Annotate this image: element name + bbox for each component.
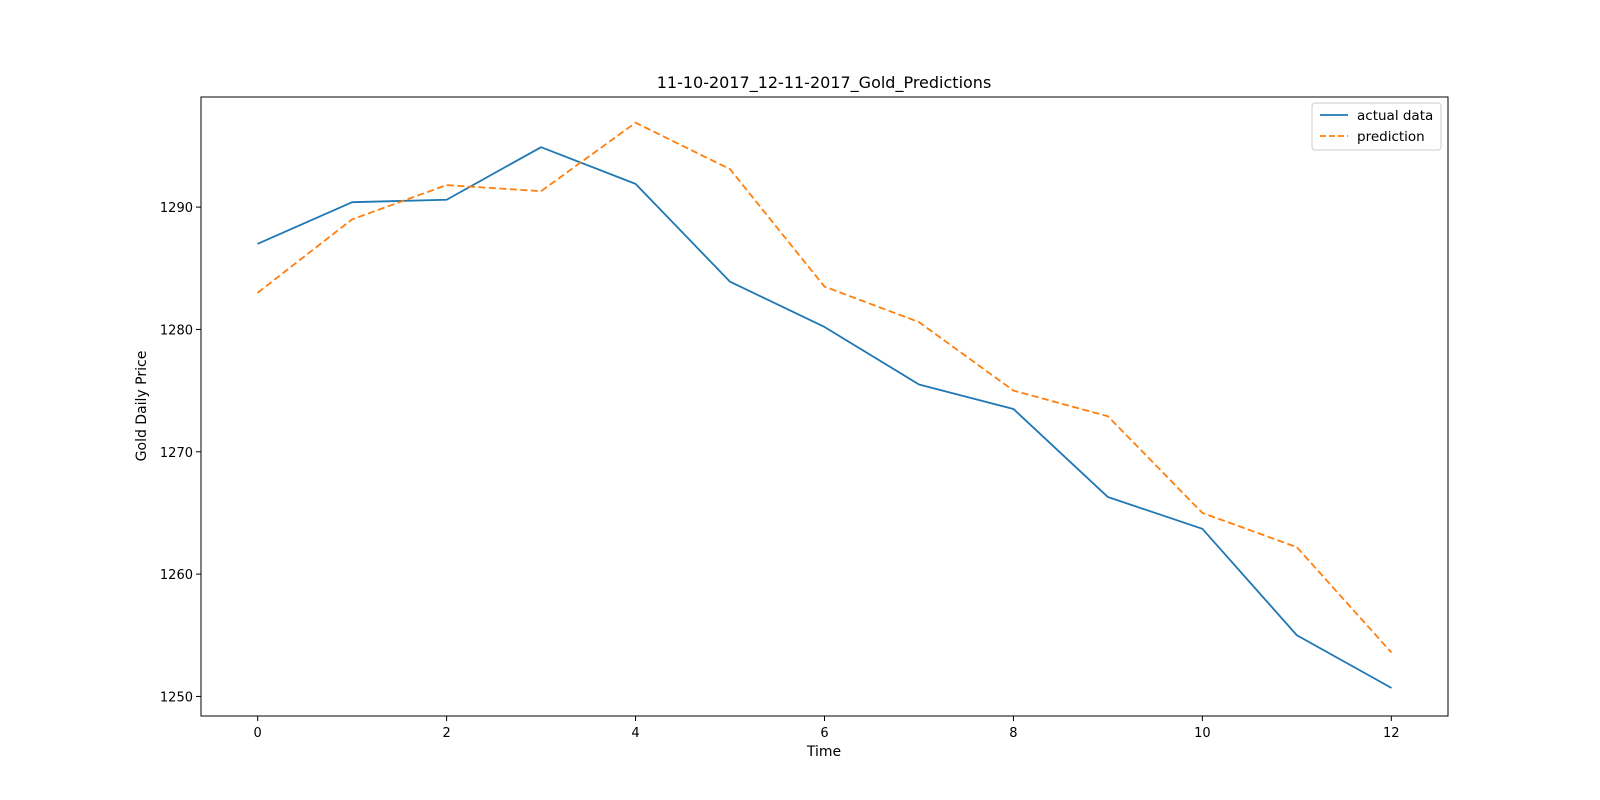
data-point-prediction-4 — [635, 122, 637, 124]
plot-frame — [200, 96, 1449, 717]
data-point-prediction-11 — [1296, 546, 1298, 548]
axis-layer: 0 2 4 6 8 10 12 1250 1260 1270 1280 1290 — [160, 201, 1400, 741]
data-point-prediction-1 — [351, 218, 353, 220]
data-point-prediction-6 — [824, 286, 825, 288]
legend-label-prediction: prediction — [1357, 129, 1425, 145]
y-tick-label-1270: 1270 — [160, 446, 193, 461]
data-point-actual-data-4 — [635, 183, 637, 185]
data-point-prediction-10 — [1201, 512, 1203, 514]
data-point-prediction-8 — [1012, 390, 1014, 392]
data-point-actual-data-6 — [824, 326, 825, 328]
x-tick-label-12: 12 — [1383, 726, 1400, 741]
x-tick-label-2: 2 — [442, 726, 450, 741]
y-tick-label-1260: 1260 — [160, 568, 193, 583]
y-tick-label-1250: 1250 — [160, 690, 193, 705]
data-point-actual-data-5 — [729, 281, 731, 283]
y-tick-label-1290: 1290 — [160, 201, 193, 216]
data-point-actual-data-9 — [1107, 496, 1109, 498]
data-point-actual-data-12 — [1390, 687, 1392, 689]
data-point-prediction-2 — [446, 184, 448, 186]
series-layer — [257, 121, 1392, 689]
x-tick-label-4: 4 — [631, 726, 639, 741]
x-tick-label-10: 10 — [1194, 726, 1211, 741]
data-point-actual-data-10 — [1201, 528, 1203, 530]
data-point-prediction-7 — [918, 321, 920, 323]
data-point-actual-data-7 — [918, 383, 920, 385]
data-point-prediction-9 — [1107, 415, 1109, 417]
legend: actual data prediction — [1311, 102, 1442, 151]
data-point-prediction-12 — [1390, 651, 1392, 653]
data-point-prediction-5 — [729, 168, 731, 170]
data-point-prediction-0 — [257, 292, 259, 294]
data-point-actual-data-8 — [1012, 408, 1014, 410]
data-point-actual-data-11 — [1296, 634, 1298, 636]
x-tick-label-6: 6 — [820, 726, 828, 741]
data-point-actual-data-3 — [540, 146, 542, 148]
x-tick-label-8: 8 — [1009, 726, 1017, 741]
x-tick-label-0: 0 — [254, 726, 262, 741]
data-point-prediction-3 — [540, 190, 542, 192]
data-point-actual-data-0 — [257, 243, 259, 245]
legend-label-actual-data: actual data — [1357, 108, 1433, 124]
chart-title: 11-10-2017_12-11-2017_Gold_Predictions — [657, 73, 992, 93]
y-tick-label-1280: 1280 — [160, 323, 193, 338]
data-point-actual-data-2 — [446, 199, 448, 201]
x-axis-title: Time — [806, 744, 841, 760]
data-point-actual-data-1 — [351, 201, 353, 203]
y-axis-title: Gold Daily Price — [134, 351, 150, 462]
